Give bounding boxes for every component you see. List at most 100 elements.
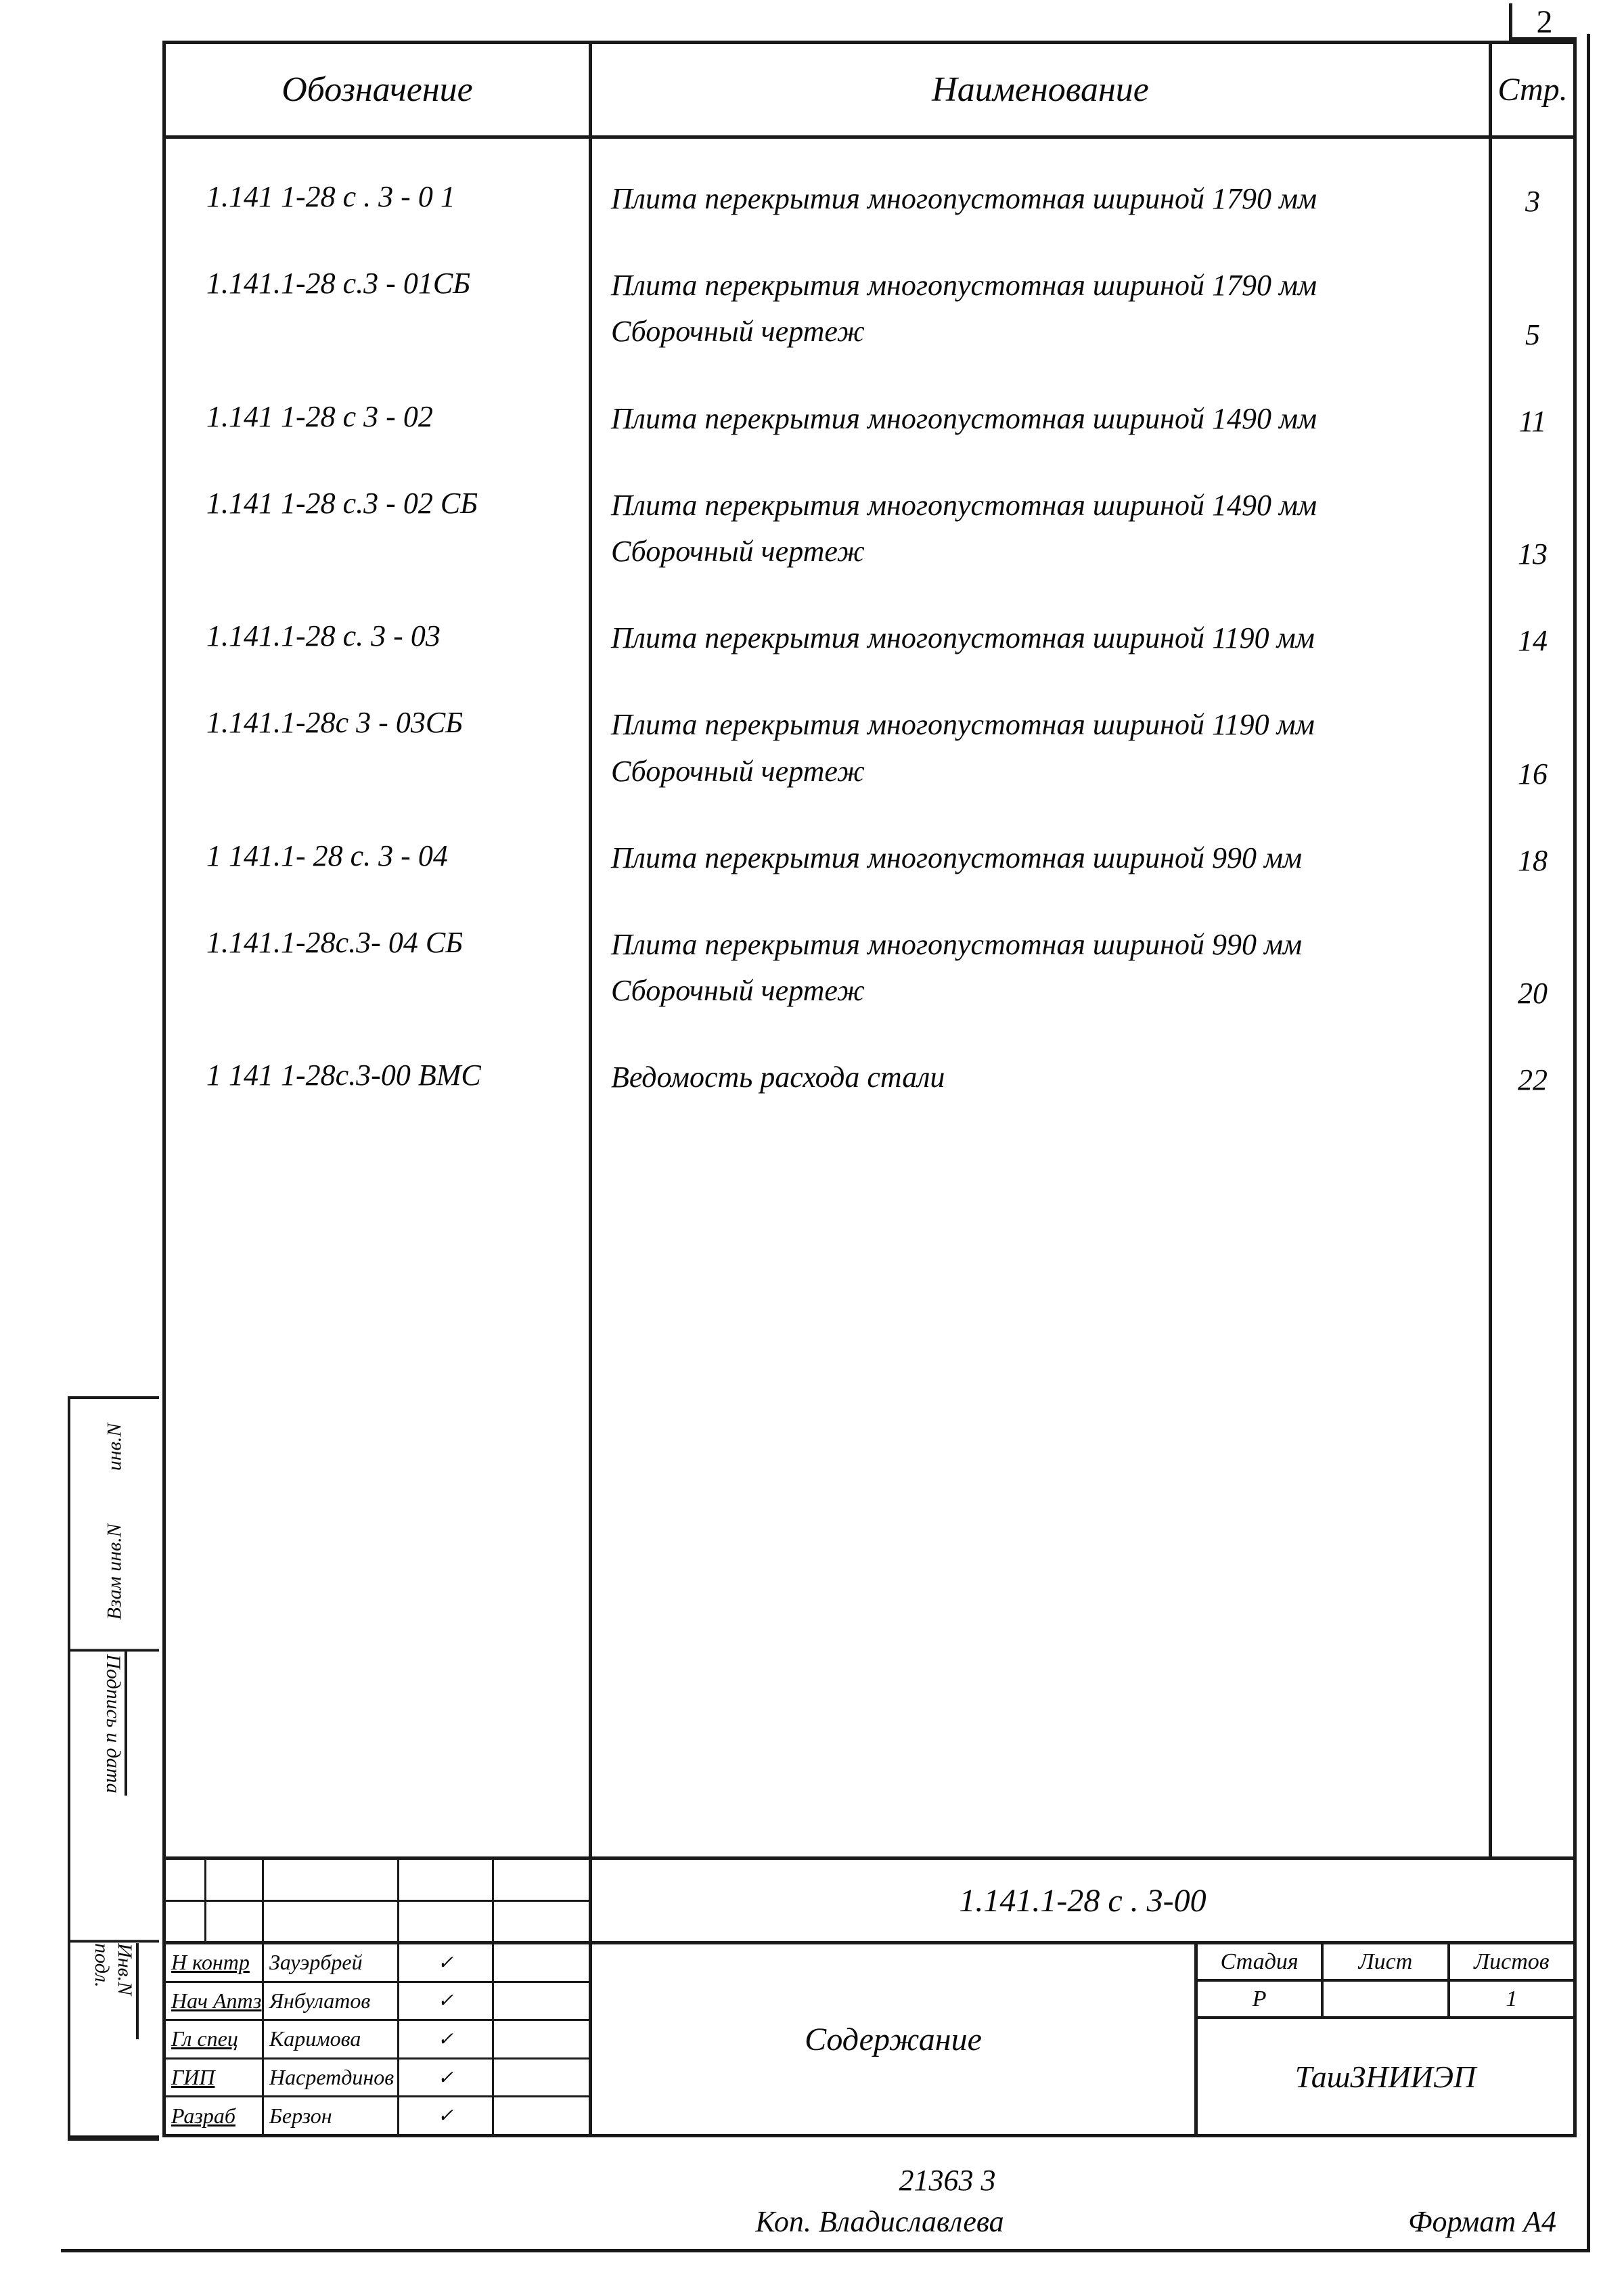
- grid-cell: [399, 1860, 494, 1900]
- footer-copy: Коп. Владиславлева: [755, 2204, 1003, 2239]
- sig-date: [494, 2060, 589, 2096]
- sig-signature: ✓: [399, 1983, 494, 2020]
- signature-row: Н контр Зауэрбрей ✓: [166, 1944, 589, 1983]
- table-body: 1.141 1-28 с . 3 - 0 1 Плита перекрытия …: [166, 139, 1573, 1856]
- table-row: 1.141.1-28 с. 3 - 03 Плита перекрытия мн…: [166, 615, 1573, 661]
- cell-designation: 1.141.1-28с.3- 04 СБ: [166, 922, 592, 1014]
- sig-date: [494, 1983, 589, 2020]
- page-number: 2: [1509, 3, 1577, 41]
- cell-name: Плита перекрытия многопустотная шириной …: [592, 396, 1492, 442]
- side-half: Подпись и дата: [102, 1651, 128, 1796]
- cell-designation: 1.141.1-28 с.3 - 01СБ: [166, 263, 592, 355]
- document-frame: Обозначение Наименование Стр. 1.141 1-28…: [162, 41, 1577, 2137]
- sig-signature: ✓: [399, 2060, 494, 2096]
- cell-page: 14: [1492, 615, 1573, 661]
- side-podpis-data: Подпись и дата: [70, 1651, 159, 1942]
- sig-signature: ✓: [399, 1944, 494, 1981]
- grid-cell: [166, 1860, 206, 1900]
- content-rows: 1.141 1-28 с . 3 - 0 1 Плита перекрытия …: [166, 139, 1573, 1856]
- grid-cell: [166, 1902, 206, 1942]
- meta-section: Стадия Лист Листов Р 1 ТашЗНИИЭП: [1198, 1944, 1573, 2134]
- cell-page: 18: [1492, 835, 1573, 881]
- cell-designation: 1.141 1-28 с.3 - 02 СБ: [166, 483, 592, 575]
- cell-name: Ведомость расхода стали: [592, 1054, 1492, 1100]
- side-half: Инв.N подл.: [91, 1943, 139, 2039]
- header-page: Стр.: [1492, 44, 1573, 135]
- signature-row: Нач Аптз Янбулатов ✓: [166, 1983, 589, 2022]
- meta-values: Р 1: [1198, 1982, 1573, 2019]
- side-stamp: инв.N Взам инв.N Подпись и дата Инв.N по…: [68, 1396, 159, 2141]
- table-row: 1.141.1-28 с.3 - 01СБ Плита перекрытия м…: [166, 263, 1573, 355]
- revision-grid: [166, 1860, 589, 1944]
- grid-cell: [206, 1860, 264, 1900]
- cell-name: Плита перекрытия многопустотная шириной …: [592, 922, 1492, 1014]
- signature-row: Разраб Берзон ✓: [166, 2097, 589, 2134]
- sig-date: [494, 1944, 589, 1981]
- footer-line2: Коп. Владиславлева Формат А4: [0, 2204, 1624, 2239]
- sig-name: Берзон: [264, 2097, 399, 2134]
- signature-row: ГИП Насретдинов ✓: [166, 2060, 589, 2098]
- table-row: 1.141 1-28 с 3 - 02 Плита перекрытия мно…: [166, 396, 1573, 442]
- meta-stage-header: Стадия: [1198, 1944, 1324, 1979]
- sig-name: Насретдинов: [264, 2060, 399, 2096]
- table-row: 1 141 1-28с.3-00 ВМС Ведомость расхода с…: [166, 1054, 1573, 1100]
- sig-role: ГИП: [166, 2060, 264, 2096]
- grid-cell: [494, 1902, 548, 1942]
- cell-page: 3: [1492, 176, 1573, 222]
- sig-signature: ✓: [399, 2021, 494, 2057]
- cell-name: Плита перекрытия многопустотная шириной …: [592, 483, 1492, 575]
- side-inv-podl: Инв.N подл.: [70, 1943, 159, 2138]
- footer: 21363 3 Коп. Владиславлева Формат А4: [0, 2163, 1624, 2239]
- cell-name: Плита перекрытия многопустотная шириной …: [592, 615, 1492, 661]
- sig-signature: ✓: [399, 2097, 494, 2134]
- cell-page: 11: [1492, 396, 1573, 442]
- title-block: Н контр Зауэрбрей ✓ Нач Аптз Янбулатов ✓…: [166, 1856, 1573, 2134]
- cell-name: Плита перекрытия многопустотная шириной …: [592, 176, 1492, 222]
- table-row: 1.141.1-28с 3 - 03СБ Плита перекрытия мн…: [166, 702, 1573, 794]
- side-vzam-inv: Взам инв.N: [70, 1495, 159, 1651]
- title-block-right: 1.141.1-28 с . 3-00 Содержание Стадия Ли…: [592, 1860, 1573, 2134]
- doc-number: 1.141.1-28 с . 3-00: [592, 1860, 1573, 1944]
- sig-role: Разраб: [166, 2097, 264, 2134]
- cell-designation: 1 141 1-28с.3-00 ВМС: [166, 1054, 592, 1100]
- footer-code: 21363 3: [0, 2163, 1624, 2198]
- cell-name: Плита перекрытия многопустотная шириной …: [592, 702, 1492, 794]
- sig-name: Зауэрбрей: [264, 1944, 399, 1981]
- title-block-left: Н контр Зауэрбрей ✓ Нач Аптз Янбулатов ✓…: [166, 1860, 592, 2134]
- grid-row: [166, 1902, 589, 1942]
- header-name: Наименование: [592, 44, 1492, 135]
- meta-sheet-value: [1324, 1982, 1449, 2016]
- signatures-block: Н контр Зауэрбрей ✓ Нач Аптз Янбулатов ✓…: [166, 1944, 589, 2134]
- table-row: 1.141 1-28 с . 3 - 0 1 Плита перекрытия …: [166, 176, 1573, 222]
- sig-name: Янбулатов: [264, 1983, 399, 2020]
- contents-table: Обозначение Наименование Стр. 1.141 1-28…: [166, 44, 1573, 1856]
- table-row: 1.141.1-28с.3- 04 СБ Плита перекрытия мн…: [166, 922, 1573, 1014]
- table-header-row: Обозначение Наименование Стр.: [166, 44, 1573, 139]
- grid-row: [166, 1860, 589, 1902]
- footer-format: Формат А4: [1408, 2204, 1556, 2239]
- cell-name: Плита перекрытия многопустотная шириной …: [592, 263, 1492, 355]
- table-row: 1 141.1- 28 с. 3 - 04 Плита перекрытия м…: [166, 835, 1573, 881]
- cell-designation: 1.141.1-28 с. 3 - 03: [166, 615, 592, 661]
- table-row: 1.141 1-28 с.3 - 02 СБ Плита перекрытия …: [166, 483, 1573, 575]
- grid-cell: [206, 1902, 264, 1942]
- sig-date: [494, 2021, 589, 2057]
- side-inv-n: инв.N: [70, 1399, 159, 1495]
- cell-designation: 1 141.1- 28 с. 3 - 04: [166, 835, 592, 881]
- cell-page: 16: [1492, 702, 1573, 794]
- content-label: Содержание: [592, 1944, 1198, 2134]
- cell-name: Плита перекрытия многопустотная шириной …: [592, 835, 1492, 881]
- grid-cell: [264, 1902, 399, 1942]
- meta-sheets-header: Листов: [1450, 1944, 1573, 1979]
- organization: ТашЗНИИЭП: [1198, 2019, 1573, 2134]
- meta-stage-value: Р: [1198, 1982, 1324, 2016]
- title-block-bottom: Содержание Стадия Лист Листов Р 1 ТашЗНИ…: [592, 1944, 1573, 2134]
- meta-sheet-header: Лист: [1324, 1944, 1449, 1979]
- cell-designation: 1.141 1-28 с . 3 - 0 1: [166, 176, 592, 222]
- cell-page: 22: [1492, 1054, 1573, 1100]
- header-designation: Обозначение: [166, 44, 592, 135]
- sig-name: Каримова: [264, 2021, 399, 2057]
- grid-cell: [264, 1860, 399, 1900]
- cell-page: 5: [1492, 263, 1573, 355]
- cell-designation: 1.141.1-28с 3 - 03СБ: [166, 702, 592, 794]
